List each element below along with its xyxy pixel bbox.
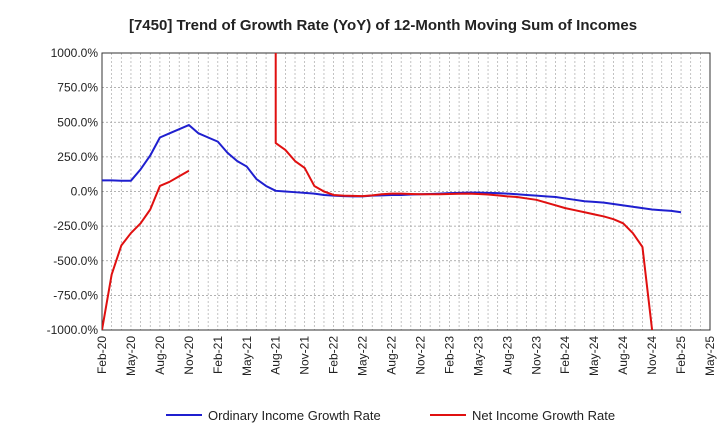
y-tick-label: -750.0%: [53, 288, 98, 302]
x-tick-label: Nov-22: [413, 336, 427, 375]
y-tick-label: -250.0%: [53, 219, 98, 233]
y-tick-label: 1000.0%: [51, 46, 99, 60]
y-tick-label: -500.0%: [53, 254, 98, 268]
x-tick-label: May-25: [703, 336, 717, 376]
series-line-1-segment-0: [102, 169, 190, 330]
x-tick-label: Nov-24: [645, 336, 659, 375]
x-tick-label: Feb-24: [558, 336, 572, 374]
x-tick-label: Aug-20: [153, 336, 167, 375]
series-line-0-segment-0: [102, 124, 682, 214]
x-tick-label: Aug-23: [500, 336, 514, 375]
x-tick-label: May-23: [471, 336, 485, 376]
x-axis-ticks: Feb-20 May-20 Aug-20 Nov-20 Feb-21 May-21 Aug-…: [95, 336, 717, 376]
legend-label: Ordinary Income Growth Rate: [208, 408, 381, 423]
x-tick-label: May-21: [240, 336, 254, 376]
x-tick-label: Feb-23: [442, 336, 456, 374]
chart-title: [7450] Trend of Growth Rate (YoY) of 12-…: [129, 17, 637, 34]
y-tick-label: 750.0%: [57, 81, 98, 95]
plot-area-border: [101, 52, 711, 331]
x-tick-label: Feb-22: [327, 336, 341, 374]
x-tick-label: Nov-20: [182, 336, 196, 375]
x-tick-label: May-22: [356, 336, 370, 376]
x-tick-label: Aug-24: [616, 336, 630, 375]
x-tick-label: Aug-21: [269, 336, 283, 375]
legend: Ordinary Income Growth Rate Net Income Gr…: [166, 408, 615, 423]
y-tick-label: -1000.0%: [47, 323, 99, 337]
legend-label: Net Income Growth Rate: [472, 408, 615, 423]
x-tick-label: Feb-20: [95, 336, 109, 374]
y-tick-label: 500.0%: [57, 115, 98, 129]
y-tick-label: 250.0%: [57, 150, 98, 164]
x-tick-label: Aug-22: [385, 336, 399, 375]
x-tick-label: Nov-21: [298, 336, 312, 375]
x-tick-label: Nov-23: [529, 336, 543, 375]
x-tick-label: May-24: [587, 336, 601, 376]
grid: [102, 53, 710, 330]
x-tick-label: Feb-25: [674, 336, 688, 374]
series-line-1-segment-1: [274, 53, 654, 330]
y-axis-ticks: 1000.0% 750.0% 500.0% 250.0% 0.0% -250.0% -500…: [47, 46, 99, 337]
x-tick-label: May-20: [124, 336, 138, 376]
y-tick-label: 0.0%: [71, 185, 99, 199]
series-lines: [102, 53, 682, 330]
x-tick-label: Feb-21: [211, 336, 225, 374]
